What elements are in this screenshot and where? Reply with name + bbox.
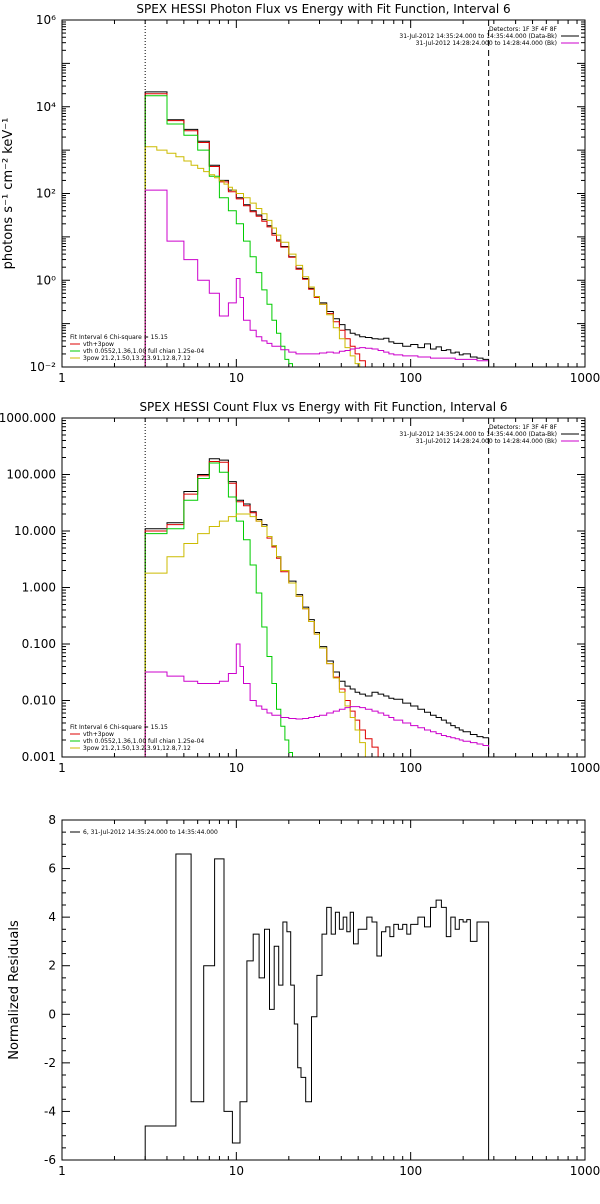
y-tick-label: 0.100 [22,637,56,651]
x-tick-label: 1000 [570,761,600,775]
y-tick-label: 10⁶ [36,13,56,27]
y-axis-label: photons s⁻¹ cm⁻² keV⁻¹ [1,118,16,270]
y-tick-label: -2 [44,1056,56,1070]
y-tick-label: 8 [48,813,56,827]
x-tick-label: 1 [58,1164,66,1178]
chart-title: SPEX HESSI Photon Flux vs Energy with Fi… [136,2,510,16]
chart-title: SPEX HESSI Count Flux vs Energy with Fit… [139,400,507,414]
legend-header: Detectors: 1F 3F 4F 8F [489,26,558,33]
legend-entry: 31-Jul-2012 14:28:24.000 to 14:28:44.000… [416,40,557,47]
legend-fit-entry: 3pow 21.2,1.50,13.2,3.91,12.8,7.12 [83,355,191,362]
series-line-1 [144,91,490,367]
plot-area [144,458,490,757]
legend-entry: 31-Jul-2012 14:35:24.000 to 14:35:44.000… [399,33,557,40]
series-line-5 [144,643,490,757]
x-tick-label: 1 [58,761,66,775]
chart-1: SPEX HESSI Photon Flux vs Energy with Fi… [1,2,600,385]
series-line-5 [144,189,489,367]
plot-area [144,853,490,1160]
y-tick-label: 4 [48,910,56,924]
legend-fit-entry: vth 0.0552,1.36,1.00 full chian 1.25e-04 [83,738,204,745]
x-tick-label: 10 [229,371,244,385]
x-tick-label: 1000 [570,1164,600,1178]
plot-frame [61,417,586,758]
x-tick-label: 10 [229,761,244,775]
chart-2: SPEX HESSI Count Flux vs Energy with Fit… [0,400,600,775]
y-tick-label: 100.000 [6,468,56,482]
legend-entry: 31-Jul-2012 14:28:24.000 to 14:28:44.000… [416,438,557,445]
y-tick-label: 10.000 [14,524,56,538]
y-tick-label: 1.000 [22,581,56,595]
series-line-3 [144,462,293,757]
legend-fit-entry: vth+3pow [83,731,114,738]
y-tick-label: 2 [48,959,56,973]
y-tick-label: 10² [36,187,56,201]
legend-entry: 31-Jul-2012 14:35:24.000 to 14:35:44.000… [399,431,557,438]
x-tick-label: 1000 [570,371,600,385]
legend-header: Detectors: 1F 3F 4F 8F [489,424,558,431]
series-line-2 [144,461,489,757]
series-line-1 [144,853,490,1160]
legend-fit-header: Fit Interval 6 Chi-square = 15.15 [70,724,168,731]
y-tick-label: 10⁴ [36,100,56,114]
y-axis-label: Normalized Residuals [7,920,22,1060]
y-tick-label: 0.001 [22,750,56,764]
y-tick-label: 10⁻² [30,360,57,374]
series-line-1 [144,458,490,757]
y-tick-label: -6 [44,1153,56,1167]
y-tick-label: -4 [44,1104,56,1118]
legend-fit-entry: vth+3pow [83,341,114,348]
legend-fit-header: Fit Interval 6 Chi-square = 15.15 [70,334,168,341]
x-tick-label: 10 [229,1164,244,1178]
series-line-4 [144,513,366,757]
y-tick-label: 0 [48,1007,56,1021]
y-tick-label: 1000.000 [0,411,56,425]
plot-area [144,91,490,367]
x-tick-label: 100 [399,1164,422,1178]
series-line-2 [144,93,489,367]
legend-fit-entry: 3pow 21.2,1.50,13.2,3.91,12.8,7.12 [83,745,191,752]
series-line-3 [144,95,293,367]
chart-3: 1 10 100 1000 -6 -4 -2 0 2 4 6 8 Normalized Residual… [7,813,600,1178]
y-tick-label: 10⁰ [36,273,56,287]
series-line-4 [144,146,361,367]
x-tick-label: 1 [58,371,66,385]
y-tick-label: 0.010 [22,694,56,708]
plot-frame [61,19,586,368]
x-tick-label: 100 [399,761,422,775]
y-tick-label: 6 [48,862,56,876]
legend-fit-entry: vth 0.0552,1.36,1.00 full chian 1.25e-04 [83,348,204,355]
legend-entry: 6, 31-Jul-2012 14:35:24.000 to 14:35:44.… [83,829,218,836]
plot-frame [61,819,586,1161]
x-tick-label: 100 [399,371,422,385]
